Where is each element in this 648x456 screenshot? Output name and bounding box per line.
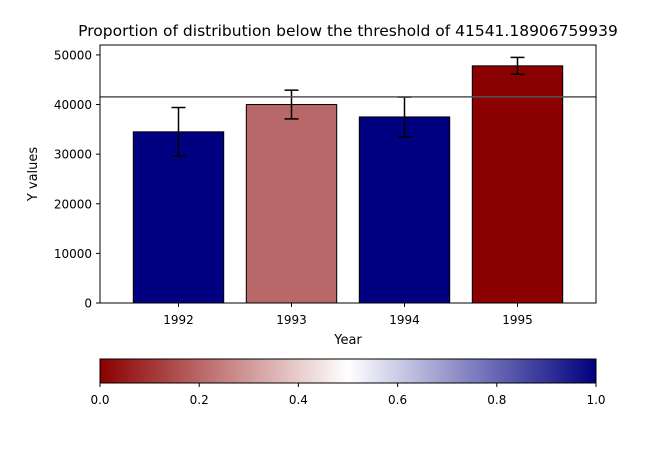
plot-area (100, 56, 596, 304)
colorbar (99, 358, 597, 384)
y-axis: 0 10000 20000 30000 40000 50000 (54, 48, 100, 311)
x-tick-label-1993: 1993 (276, 313, 307, 327)
colorbar-axis: 0.0 0.2 0.4 0.6 0.8 1.0 (90, 383, 606, 407)
colorbar-tick-label-3: 0.6 (388, 393, 407, 407)
colorbar-tick-label-2: 0.4 (289, 393, 308, 407)
x-tick-label-1994: 1994 (389, 313, 420, 327)
y-tick-label-20000: 20000 (54, 197, 92, 211)
bar-1995 (471, 65, 564, 304)
x-tick-label-1992: 1992 (163, 313, 194, 327)
y-axis-label: Y values (26, 147, 41, 203)
y-tick-label-50000: 50000 (54, 48, 92, 62)
y-tick-label-0: 0 (84, 297, 92, 311)
y-tick-label-10000: 10000 (54, 247, 92, 261)
y-tick-label-40000: 40000 (54, 98, 92, 112)
bar-1993 (245, 104, 338, 304)
plot-frame (99, 44, 597, 304)
bar-1994 (358, 116, 451, 304)
y-tick-label-30000: 30000 (54, 148, 92, 162)
x-axis: 1992 1993 1994 1995 (163, 303, 533, 327)
x-axis-label: Year (333, 333, 362, 348)
colorbar-tick-label-1: 0.2 (190, 393, 209, 407)
chart-title: Proportion of distribution below the thr… (78, 22, 618, 40)
colorbar-tick-label-4: 0.8 (487, 393, 506, 407)
x-tick-label-1995: 1995 (502, 313, 533, 327)
bar-1992 (132, 131, 225, 304)
colorbar-tick-label-5: 1.0 (586, 393, 605, 407)
colorbar-tick-label-0: 0.0 (90, 393, 109, 407)
